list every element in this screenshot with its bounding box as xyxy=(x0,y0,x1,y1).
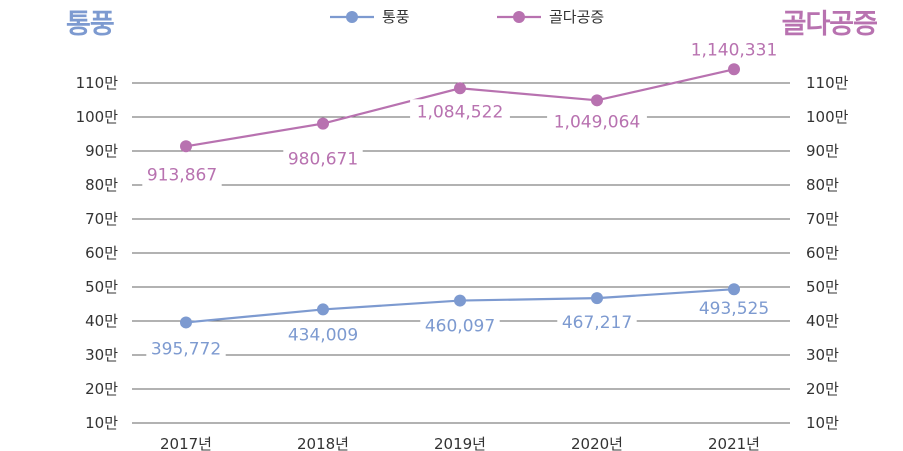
data-label-bg xyxy=(283,322,363,347)
data-point xyxy=(180,140,192,153)
y-tick-label-right: 100만 xyxy=(806,108,849,126)
legend-marker xyxy=(513,11,525,23)
y-tick-label-right: 60만 xyxy=(806,244,839,262)
data-label: 467,217 xyxy=(562,313,632,333)
data-label-bg xyxy=(420,313,500,338)
data-label-bg xyxy=(547,109,647,134)
y-tick-label-right: 70만 xyxy=(806,210,839,228)
y-tick-label-right: 10만 xyxy=(806,414,839,432)
y-tick-label-left: 70만 xyxy=(85,210,118,228)
data-label-bg xyxy=(283,146,363,171)
data-point xyxy=(454,82,466,95)
data-label-bg xyxy=(557,310,637,335)
y-tick-label-left: 110만 xyxy=(76,74,119,92)
y-tick-label-right: 40만 xyxy=(806,312,839,330)
x-tick-label: 2017년 xyxy=(160,435,212,451)
data-label: 434,009 xyxy=(288,325,358,345)
data-point xyxy=(728,63,740,76)
y-tick-label-left: 20만 xyxy=(85,380,118,398)
data-label: 1,049,064 xyxy=(554,112,641,132)
y-tick-label-right: 80만 xyxy=(806,176,839,194)
y-tick-label-right: 30만 xyxy=(806,346,839,364)
data-point xyxy=(591,292,603,305)
title-left: 통풍 xyxy=(66,9,115,40)
data-label-bg xyxy=(410,99,510,124)
data-point xyxy=(317,303,329,316)
data-label: 460,097 xyxy=(425,317,495,337)
data-label-bg xyxy=(694,296,774,321)
x-tick-label: 2018년 xyxy=(297,435,349,451)
x-tick-label: 2021년 xyxy=(708,435,760,451)
y-tick-label-right: 20만 xyxy=(806,380,839,398)
x-axis: 2017년 2018년 2019년 2020년 2021년 xyxy=(160,435,760,451)
data-label: 1,140,331 xyxy=(691,40,778,60)
y-tick-label-left: 60만 xyxy=(85,244,118,262)
title-right: 골다공증 xyxy=(781,9,878,40)
legend: 통풍 골다공증 xyxy=(330,8,604,26)
y-tick-label-left: 40만 xyxy=(85,312,118,330)
y-tick-label-left: 90만 xyxy=(85,142,118,160)
data-label: 493,525 xyxy=(699,299,769,319)
y-tick-label-right: 90만 xyxy=(806,142,839,160)
data-label: 395,772 xyxy=(151,339,221,359)
y-tick-label-left: 80만 xyxy=(85,176,118,194)
y-tick-label-left: 10만 xyxy=(85,414,118,432)
y-axis-left: 10만 20만 30만 40만 50만 60만 70만 80만 90만 100만 110만 xyxy=(76,74,119,432)
legend-label: 골다공증 xyxy=(549,8,604,26)
legend-marker xyxy=(346,11,358,23)
series: 395,772 434,009 460,097 467,217 493,525 913,8… xyxy=(142,37,784,361)
data-label-bg xyxy=(684,37,784,62)
x-tick-label: 2019년 xyxy=(434,435,486,451)
y-axis-right: 10만 20만 30만 40만 50만 60만 70만 80만 90만 100만 110만 xyxy=(806,74,849,432)
data-label: 913,867 xyxy=(147,165,217,185)
data-point xyxy=(728,283,740,296)
y-tick-label-left: 30만 xyxy=(85,346,118,364)
gridlines xyxy=(132,82,790,424)
y-tick-label-left: 100만 xyxy=(76,108,119,126)
y-tick-label-right: 50만 xyxy=(806,278,839,296)
data-label-bg xyxy=(146,336,226,361)
y-tick-label-right: 110만 xyxy=(806,74,849,92)
data-label-bg xyxy=(142,162,222,187)
legend-label: 통풍 xyxy=(382,8,410,26)
x-tick-label: 2020년 xyxy=(571,435,623,451)
data-point xyxy=(180,316,192,329)
data-point xyxy=(317,117,329,130)
data-point xyxy=(454,294,466,307)
y-tick-label-left: 50만 xyxy=(85,278,118,296)
data-label: 1,084,522 xyxy=(417,102,504,122)
data-point xyxy=(591,94,603,107)
data-label: 980,671 xyxy=(288,150,358,170)
